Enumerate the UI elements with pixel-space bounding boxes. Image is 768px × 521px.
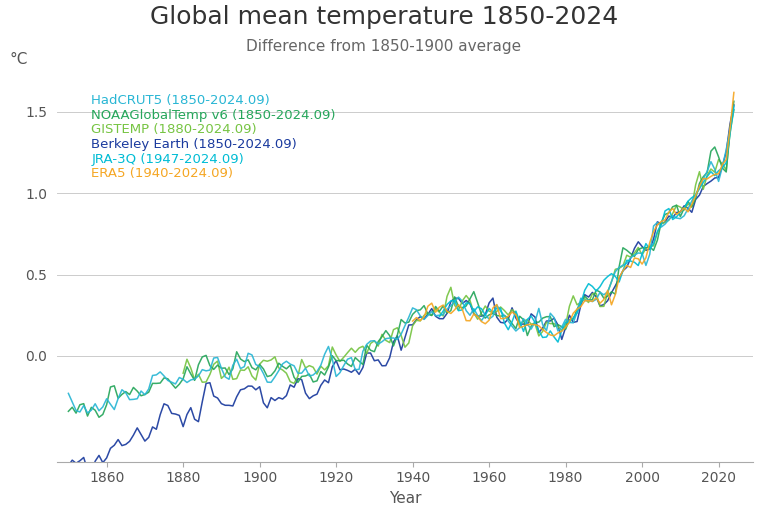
Text: GISTEMP (1880-2024.09): GISTEMP (1880-2024.09) — [91, 123, 257, 137]
Text: HadCRUT5 (1850-2024.09): HadCRUT5 (1850-2024.09) — [91, 94, 270, 107]
Text: Global mean temperature 1850-2024: Global mean temperature 1850-2024 — [150, 5, 618, 29]
Text: ERA5 (1940-2024.09): ERA5 (1940-2024.09) — [91, 167, 233, 180]
Text: JRA-3Q (1947-2024.09): JRA-3Q (1947-2024.09) — [91, 153, 244, 166]
X-axis label: Year: Year — [389, 491, 421, 506]
Y-axis label: °C: °C — [9, 53, 28, 67]
Text: Difference from 1850-1900 average: Difference from 1850-1900 average — [247, 39, 521, 54]
Text: NOAAGlobalTemp v6 (1850-2024.09): NOAAGlobalTemp v6 (1850-2024.09) — [91, 109, 336, 122]
Text: Berkeley Earth (1850-2024.09): Berkeley Earth (1850-2024.09) — [91, 138, 297, 151]
